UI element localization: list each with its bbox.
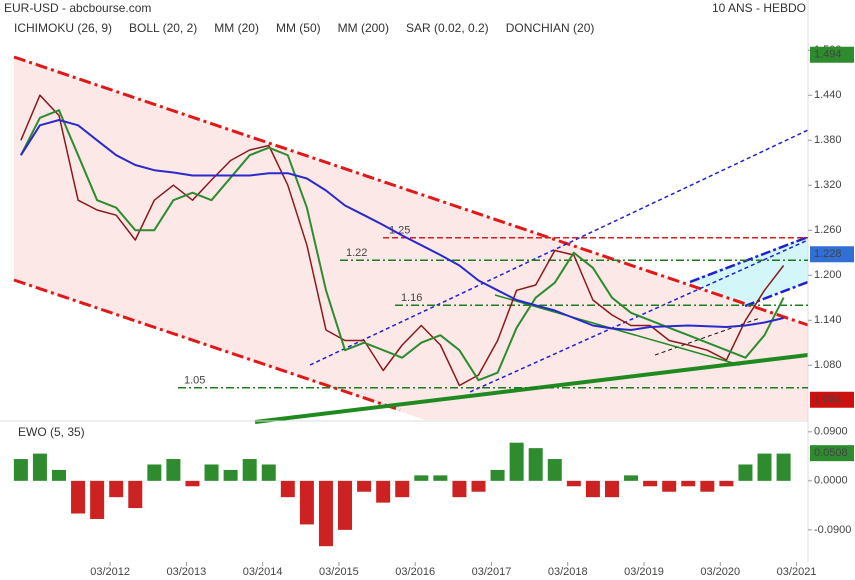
bar [604,480,619,498]
bar [547,459,562,481]
trend-line [13,278,401,412]
series-line [20,109,785,382]
y-tick-label: 1.440 [814,89,842,101]
x-tick-label: 03/2015 [319,566,359,578]
x-tick-label: 03/2021 [777,566,817,578]
channel-fill-cyan [690,237,808,306]
bar [90,480,105,519]
bar [624,475,639,481]
x-tick-label: 03/2018 [548,566,588,578]
bar [204,464,219,481]
bar [719,480,734,487]
bar [395,480,410,498]
x-tick-label: 03/2017 [472,566,512,578]
x-tick-label: 03/2012 [90,566,130,578]
bar [166,459,181,481]
bar [109,480,124,498]
y-tick-label: 0.0000 [814,475,848,487]
bar [490,469,505,481]
trend-line [654,317,761,356]
bar [662,480,677,492]
bar [433,475,448,481]
legend-entry: BOLL (20, 2) [129,21,197,35]
bar [357,480,372,492]
bar [757,453,772,481]
value-box-label: 1.228 [814,248,842,260]
value-box-label: 0.0508 [814,447,848,459]
series-line [20,119,784,331]
chart-subtitle: 10 ANS - HEBDO [712,1,806,15]
bar [681,480,696,487]
level-label: 1.22 [346,247,367,259]
level-label: 1.05 [184,375,205,387]
bar [700,480,715,492]
x-tick-label: 03/2016 [395,566,435,578]
y-tick-label: 1.200 [814,269,842,281]
bar [414,475,429,481]
legend-entry: SAR (0.02, 0.2) [406,21,489,35]
bar [776,453,791,481]
trend-line [13,55,809,327]
bar [643,480,658,487]
y-tick-label: 1.080 [814,359,842,371]
bar [52,469,67,481]
legend-entry: MM (20) [214,21,259,35]
x-tick-label: 03/2013 [166,566,206,578]
y-tick-label: 1.380 [814,134,842,146]
price-line [20,94,785,387]
y-tick-label: 0.0900 [814,426,848,438]
bar [32,453,47,481]
x-tick-label: 03/2019 [624,566,664,578]
y-tick-label: 1.320 [814,179,842,191]
level-label: 1.16 [401,292,422,304]
bar [299,480,314,525]
value-box [810,246,854,263]
trend-line [744,280,809,308]
value-box-label: 1.494 [814,49,842,61]
value-box-label: 1.034 [814,394,842,406]
value-box [810,445,854,462]
legend-entry: ICHIMOKU (26, 9) [14,21,112,35]
bar [223,469,238,481]
bar [280,480,295,498]
trend-line [309,129,809,366]
legend-entry: MM (200) [338,21,389,35]
bar [566,480,581,487]
bar [13,459,28,481]
bar [452,480,467,498]
bar [261,464,276,481]
chart-title: EUR-USD - abcbourse.com [4,1,151,15]
y-tick-label: 1.140 [814,314,842,326]
panel-title: EWO (5, 35) [18,425,85,439]
bar [471,480,486,492]
trend-line [689,235,809,284]
x-tick-label: 03/2014 [243,566,283,578]
bar [128,480,143,509]
legend-entry: MM (50) [276,21,321,35]
bar [318,480,333,547]
bar [242,459,257,481]
bar [185,480,200,487]
bar [585,480,600,498]
bar [509,442,524,481]
x-tick-label: 03/2020 [700,566,740,578]
level-label: 1.25 [389,225,410,237]
bar [338,480,353,530]
value-box [810,46,854,63]
trend-line [494,294,741,366]
bar [147,464,162,481]
y-tick-label: 1.260 [814,224,842,236]
bar [528,448,543,481]
y-tick-label: -0.0900 [814,524,851,536]
bar [376,480,391,503]
legend-entry: DONCHIAN (20) [506,21,595,35]
bar [738,464,753,481]
bar [71,480,86,514]
value-box [810,391,854,408]
